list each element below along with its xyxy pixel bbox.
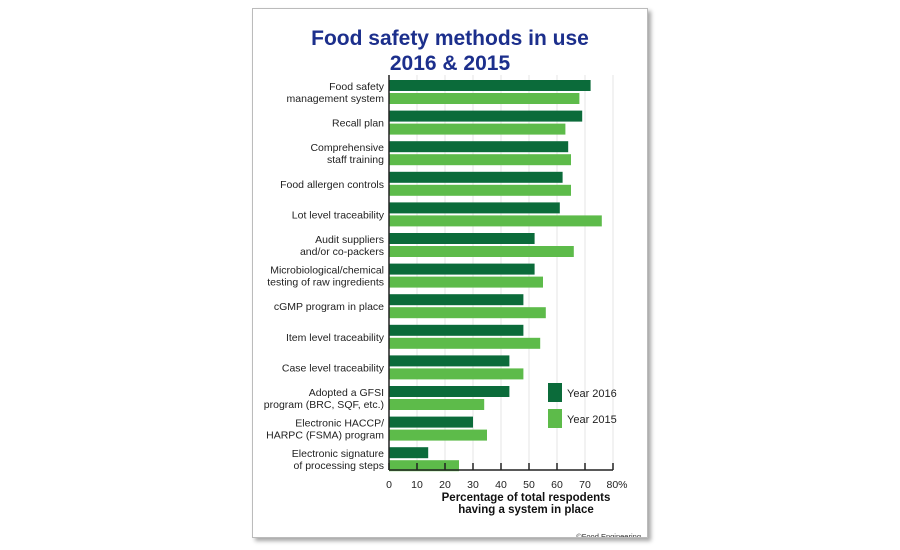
legend-label: Year 2015	[567, 414, 617, 426]
legend-swatch-2015	[548, 409, 562, 428]
category-label-line: Case level traceability	[282, 362, 385, 374]
x-tick-label: 40	[495, 479, 507, 491]
category-label: Electronic signature of processing steps	[292, 448, 384, 472]
category-label-line: Adopted a GFSI	[309, 387, 384, 399]
bar-2015	[389, 276, 543, 288]
category-label-line: staff training	[327, 154, 384, 166]
category-label-line: of processing steps	[294, 460, 384, 472]
legend-label: Year 2016	[567, 388, 617, 400]
category-label: Case level traceability	[282, 362, 385, 374]
category-label-line: Microbiological/chemical	[270, 265, 384, 277]
x-tick-label: 80%	[606, 479, 627, 491]
category-label-line: testing of raw ingredients	[267, 277, 384, 289]
bar-2015	[389, 307, 546, 319]
bar-2015	[389, 368, 524, 380]
bar-2016	[389, 233, 535, 244]
category-label-line: Recall plan	[332, 118, 384, 130]
x-tick-label: 70	[579, 479, 591, 491]
bar-2016	[389, 447, 429, 459]
category-label-line: Food allergen controls	[280, 179, 384, 191]
category-label-line: management system	[287, 93, 385, 105]
bar-2016	[389, 324, 524, 336]
category-label: Comprehensive staff training	[310, 142, 384, 166]
bar-2015	[389, 399, 485, 410]
bar-2016	[389, 416, 473, 428]
bar-2016	[389, 80, 591, 91]
category-label-line: Item level traceability	[286, 332, 385, 344]
category-label-line: Electronic HACCP/	[295, 418, 384, 430]
category-label: Microbiological/chemical testing of raw i…	[267, 265, 384, 289]
chart: Food safety methods in use 2016 & 2015Foo…	[264, 27, 641, 537]
chart-title-line: 2016 & 2015	[390, 52, 511, 75]
bar-2015	[389, 184, 571, 196]
bar-2015	[389, 215, 602, 227]
x-tick-label: 50	[523, 479, 535, 491]
category-label: Food allergen controls	[280, 179, 384, 191]
x-tick-label: 0	[386, 479, 392, 491]
category-label-line: program (BRC, SQF, etc.)	[264, 399, 384, 411]
bar-2015	[389, 429, 487, 441]
x-tick-label: 60	[551, 479, 563, 491]
bar-2016	[389, 110, 583, 122]
bar-2016	[389, 263, 535, 275]
bar-2016	[389, 294, 524, 306]
bar-2016	[389, 171, 563, 183]
x-tick-label: 10	[411, 479, 423, 491]
bar-2016	[389, 386, 510, 397]
bar-2015	[389, 337, 541, 349]
bar-2016	[389, 141, 569, 153]
category-label: Adopted a GFSI program (BRC, SQF, etc.)	[264, 387, 384, 411]
bar-2016	[389, 355, 510, 367]
copyright-text: ©Food Engineering	[576, 532, 641, 537]
category-label: Food safety management system	[287, 81, 385, 105]
category-label-line: cGMP program in place	[274, 301, 384, 313]
category-label: Recall plan	[332, 118, 384, 130]
category-label: Lot level traceability	[292, 209, 385, 221]
category-label: Item level traceability	[286, 332, 385, 344]
category-label-line: Comprehensive	[310, 142, 384, 154]
category-label-line: Audit suppliers	[315, 234, 384, 246]
x-axis-title-line: having a system in place	[458, 504, 594, 516]
category-label: cGMP program in place	[274, 301, 384, 313]
category-label-line: Lot level traceability	[292, 209, 385, 221]
category-label: Electronic HACCP/HARPC (FSMA) program	[266, 418, 384, 442]
category-label-line: and/or co-packers	[300, 246, 384, 258]
bar-2015	[389, 154, 571, 166]
chart-card: Food safety methods in use 2016 & 2015 Foo…	[252, 8, 648, 538]
bar-2015	[389, 123, 566, 135]
x-axis-title-line: Percentage of total respodents	[442, 492, 611, 504]
legend-swatch-2016	[548, 383, 562, 402]
bar-2016	[389, 202, 560, 214]
category-label: Audit suppliers and/or co-packers	[300, 234, 384, 258]
x-tick-label: 20	[439, 479, 451, 491]
category-label-line: HARPC (FSMA) program	[266, 430, 384, 442]
bar-2015	[389, 246, 574, 257]
chart-title-line: Food safety methods in use	[311, 27, 589, 50]
bar-2015	[389, 93, 580, 104]
x-axis-title: Percentage of total respodents having a s…	[442, 492, 611, 516]
bar-2015	[389, 460, 459, 472]
x-tick-label: 30	[467, 479, 479, 491]
category-label-line: Food safety	[329, 81, 385, 93]
category-label-line: Electronic signature	[292, 448, 384, 460]
chart-title: Food safety methods in use 2016 & 2015	[311, 27, 589, 75]
